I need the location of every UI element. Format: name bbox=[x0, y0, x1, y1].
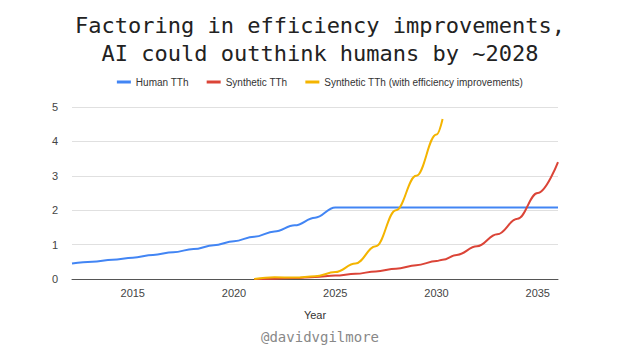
svg-text:AI could outthink humans by ~2: AI could outthink humans by ~2028 bbox=[101, 41, 538, 66]
svg-text:2015: 2015 bbox=[121, 287, 145, 299]
svg-text:2035: 2035 bbox=[526, 287, 550, 299]
svg-text:Human TTh: Human TTh bbox=[136, 77, 189, 88]
svg-text:Synthetic TTh: Synthetic TTh bbox=[226, 77, 288, 88]
svg-text:2: 2 bbox=[52, 204, 58, 216]
svg-text:2025: 2025 bbox=[323, 287, 347, 299]
svg-text:Synthetic TTh (with efficiency: Synthetic TTh (with efficiency improveme… bbox=[324, 77, 523, 88]
svg-text:1: 1 bbox=[52, 239, 58, 251]
svg-text:2030: 2030 bbox=[424, 287, 448, 299]
svg-text:Factoring in efficiency improv: Factoring in efficiency improvements, bbox=[75, 13, 565, 38]
svg-text:4: 4 bbox=[52, 135, 58, 147]
svg-text:Year: Year bbox=[304, 309, 327, 321]
svg-text:3: 3 bbox=[52, 170, 58, 182]
svg-text:5: 5 bbox=[52, 101, 58, 113]
svg-text:2020: 2020 bbox=[222, 287, 246, 299]
svg-text:@davidvgilmore: @davidvgilmore bbox=[261, 329, 379, 345]
svg-text:0: 0 bbox=[52, 273, 58, 285]
